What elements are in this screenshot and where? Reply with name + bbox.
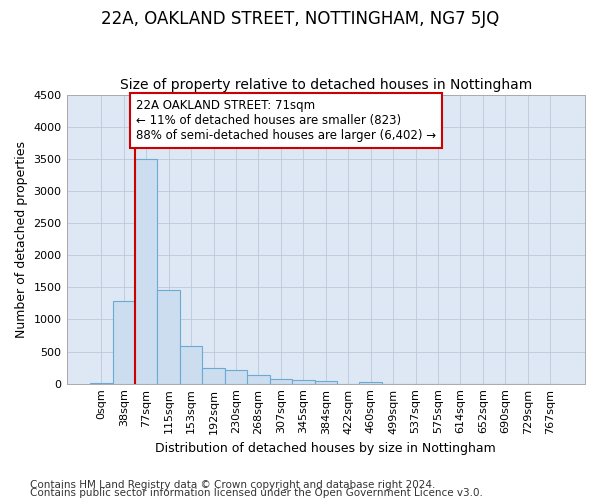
Bar [247, 374, 269, 384]
Text: Contains public sector information licensed under the Open Government Licence v3: Contains public sector information licen… [30, 488, 483, 498]
Bar [269, 378, 292, 384]
Bar [157, 290, 180, 384]
Bar [202, 368, 225, 384]
Text: 22A, OAKLAND STREET, NOTTINGHAM, NG7 5JQ: 22A, OAKLAND STREET, NOTTINGHAM, NG7 5JQ [101, 10, 499, 28]
Bar [359, 382, 382, 384]
Title: Size of property relative to detached houses in Nottingham: Size of property relative to detached ho… [119, 78, 532, 92]
Bar [292, 380, 314, 384]
X-axis label: Distribution of detached houses by size in Nottingham: Distribution of detached houses by size … [155, 442, 496, 455]
Y-axis label: Number of detached properties: Number of detached properties [15, 140, 28, 338]
Bar [113, 302, 135, 384]
Text: Contains HM Land Registry data © Crown copyright and database right 2024.: Contains HM Land Registry data © Crown c… [30, 480, 436, 490]
Bar [314, 381, 337, 384]
Text: 22A OAKLAND STREET: 71sqm
← 11% of detached houses are smaller (823)
88% of semi: 22A OAKLAND STREET: 71sqm ← 11% of detac… [136, 99, 436, 142]
Bar [225, 370, 247, 384]
Bar [135, 159, 157, 384]
Bar [180, 346, 202, 384]
